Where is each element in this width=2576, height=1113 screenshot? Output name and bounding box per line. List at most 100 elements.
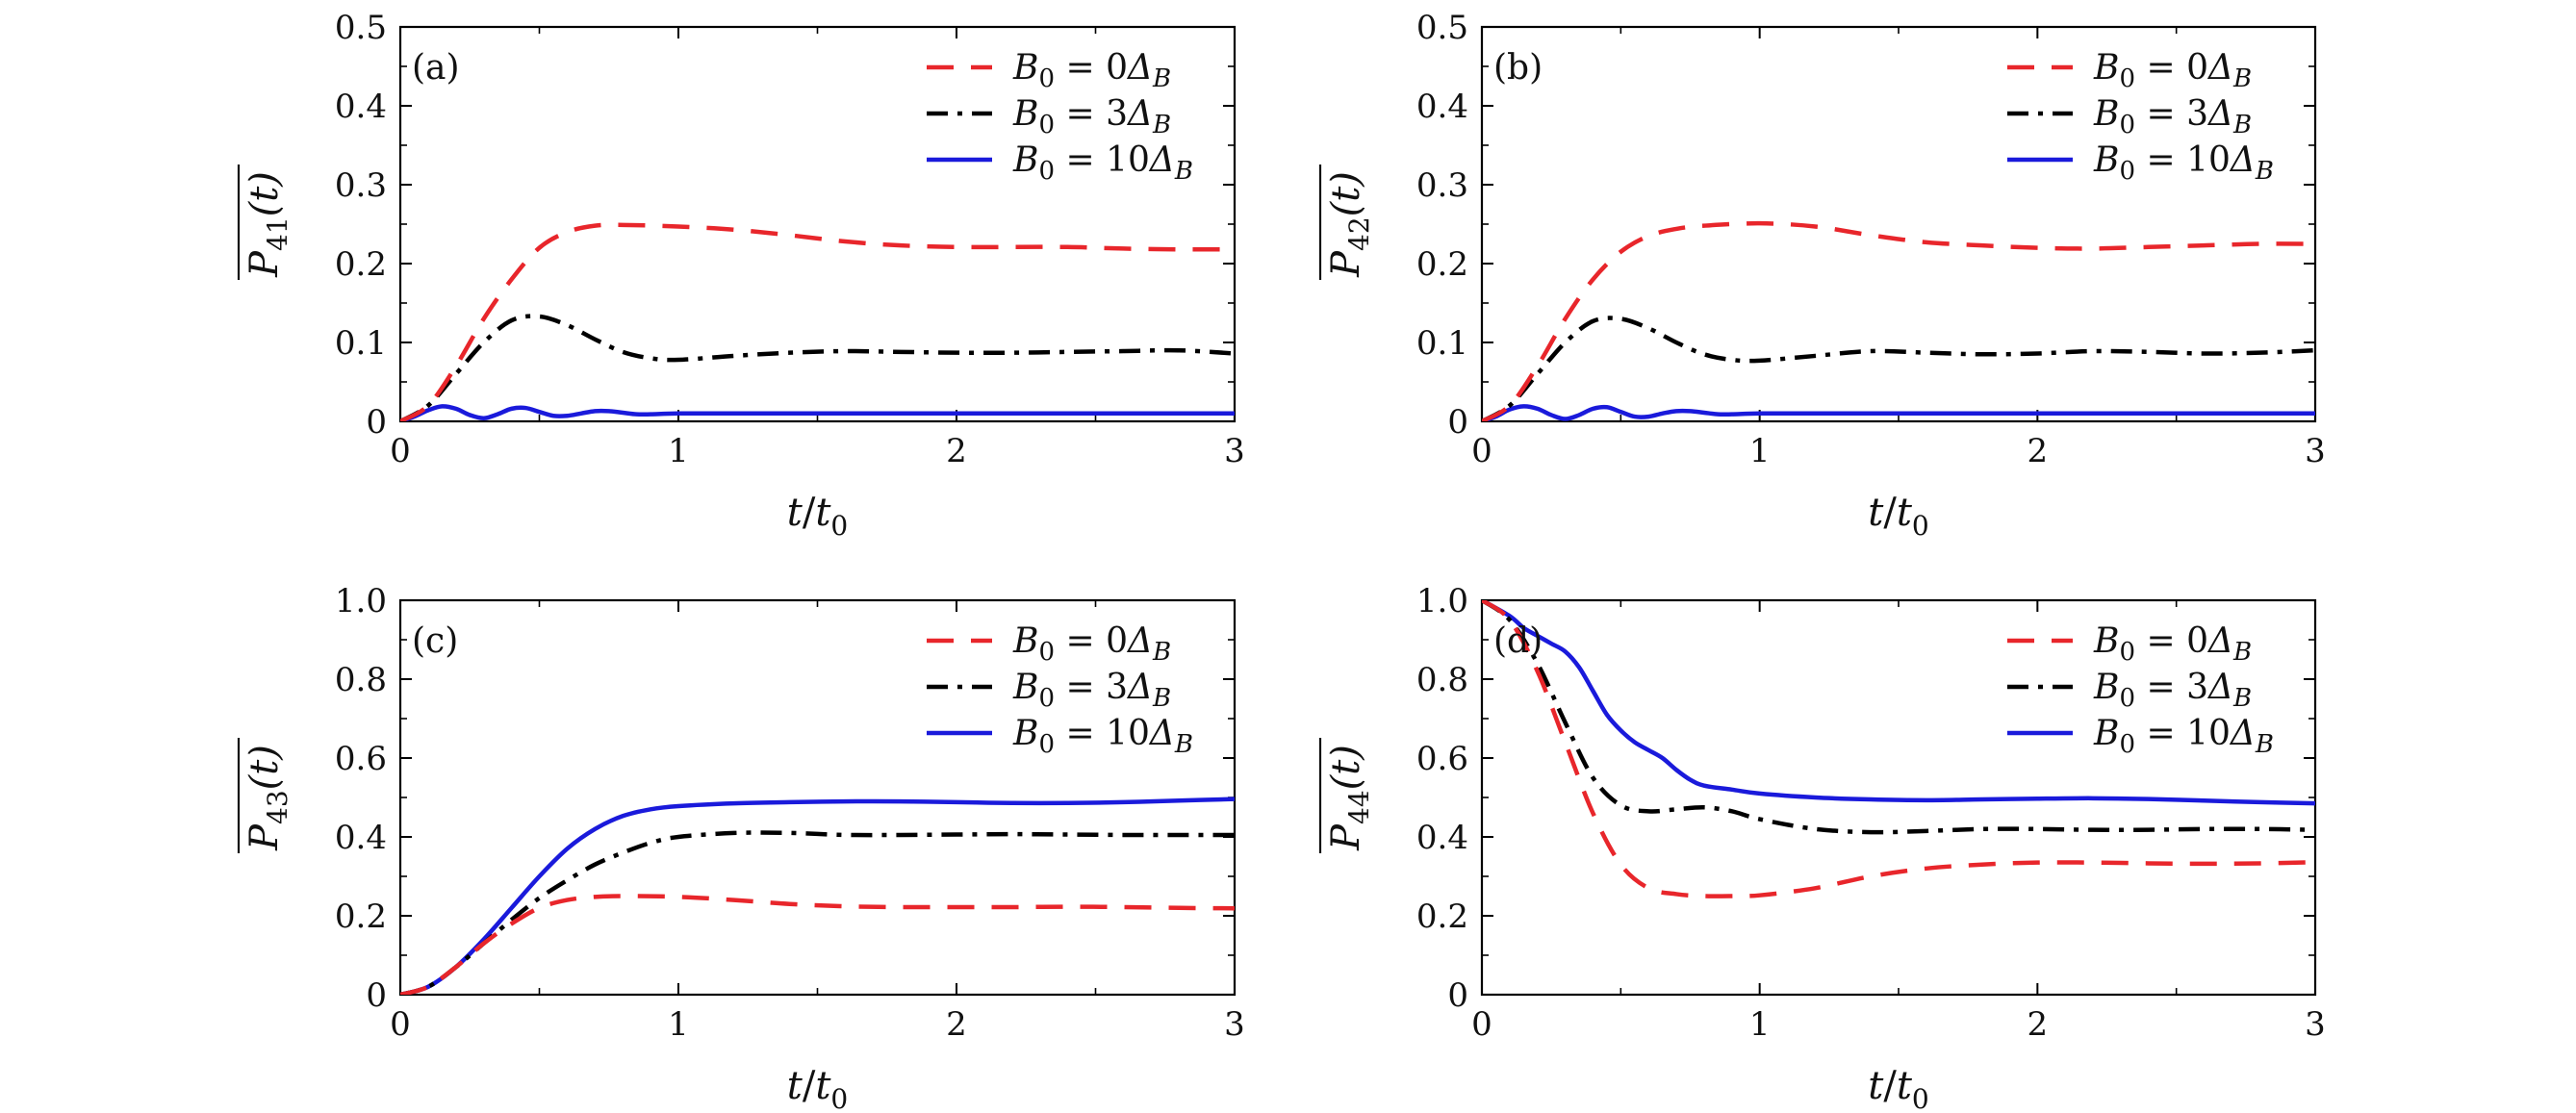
legend-b-sub: 0 bbox=[1038, 638, 1055, 667]
legend-delta-sub: B bbox=[2232, 64, 2252, 93]
legend-b: B bbox=[1012, 621, 1038, 661]
y-tick-label: 0.2 bbox=[335, 245, 387, 284]
legend-eq: = 0 bbox=[2135, 621, 2208, 661]
y-tick-label: 0.8 bbox=[335, 661, 387, 699]
x-tick-label: 3 bbox=[2305, 1005, 2326, 1044]
legend-eq: = 0 bbox=[1055, 621, 1128, 661]
legend-label: B0 = 0ΔB bbox=[1012, 621, 1171, 667]
y-label-text: P43(t) bbox=[242, 745, 293, 851]
legend-b: B bbox=[1012, 140, 1038, 180]
x-label-main2: t bbox=[1897, 491, 1913, 535]
legend-eq: = 0 bbox=[2135, 48, 2208, 88]
y-tick-label: 0.6 bbox=[1416, 740, 1468, 778]
legend-eq: = 3 bbox=[1055, 668, 1128, 707]
y-label-main: P bbox=[1324, 823, 1368, 851]
legend-delta: Δ bbox=[2229, 140, 2256, 180]
y-tick-label: 0.6 bbox=[335, 740, 387, 778]
y-axis-label: P44(t) bbox=[1318, 738, 1375, 853]
legend-b-sub: 0 bbox=[2119, 157, 2135, 186]
y-tick-label: 1.0 bbox=[335, 582, 387, 620]
legend-delta-sub: B bbox=[2232, 638, 2252, 667]
y-tick-label: 0.8 bbox=[1416, 661, 1468, 699]
y-label-text: P42(t) bbox=[1324, 171, 1375, 278]
legend-b-sub: 0 bbox=[2119, 111, 2135, 139]
y-tick-label: 0.5 bbox=[335, 9, 387, 47]
legend-label: B0 = 0ΔB bbox=[2093, 48, 2252, 93]
y-tick-label: 0.2 bbox=[1416, 898, 1468, 936]
y-tick-label: 0 bbox=[366, 403, 387, 442]
legend-delta-sub: B bbox=[1152, 64, 1171, 93]
y-tick-label: 0.1 bbox=[1416, 324, 1468, 363]
legend-b-sub: 0 bbox=[1038, 64, 1055, 93]
x-axis-label: t/t0 bbox=[1868, 491, 1928, 542]
x-label-main: t bbox=[1868, 1064, 1884, 1108]
legend-label: B0 = 3ΔB bbox=[1012, 94, 1171, 139]
legend-b: B bbox=[2093, 714, 2119, 753]
x-tick-label: 3 bbox=[2305, 432, 2326, 470]
y-axis-label: P42(t) bbox=[1318, 164, 1375, 280]
series-line-b0-10 bbox=[1482, 600, 2315, 806]
x-tick-label: 2 bbox=[2028, 1005, 2049, 1044]
legend-delta: Δ bbox=[2206, 94, 2233, 134]
legend-label: B0 = 0ΔB bbox=[2093, 621, 2252, 667]
y-label-sub: 41 bbox=[262, 216, 293, 251]
legend-delta: Δ bbox=[2206, 621, 2233, 661]
y-tick-label: 0.4 bbox=[1416, 88, 1468, 126]
series-line-b0-0 bbox=[400, 894, 1235, 995]
x-tick-label: 3 bbox=[1224, 1005, 1245, 1044]
series-line-b0-0 bbox=[400, 222, 1235, 421]
legend-label: B0 = 3ΔB bbox=[1012, 668, 1171, 713]
legend-delta: Δ bbox=[1148, 140, 1175, 180]
legend-b: B bbox=[2093, 621, 2119, 661]
legend-b: B bbox=[1012, 48, 1038, 88]
legend-b-sub: 0 bbox=[2119, 684, 2135, 713]
series-line-b0-10 bbox=[400, 797, 1235, 995]
y-tick-label: 0.2 bbox=[1416, 245, 1468, 284]
y-tick-label: 0.3 bbox=[335, 166, 387, 205]
x-label-main: t bbox=[1868, 491, 1884, 535]
y-tick-label: 0.1 bbox=[335, 324, 387, 363]
legend-eq: = 10 bbox=[1055, 714, 1150, 753]
legend-eq: = 3 bbox=[2135, 94, 2208, 134]
y-label-sub: 44 bbox=[1343, 790, 1375, 824]
legend-delta: Δ bbox=[2206, 48, 2233, 88]
x-label-sep: / bbox=[803, 491, 816, 535]
legend-label: B0 = 10ΔB bbox=[2093, 140, 2274, 186]
legend-delta: Δ bbox=[1148, 714, 1175, 753]
legend-label: B0 = 3ΔB bbox=[2093, 94, 2252, 139]
legend-label: B0 = 0ΔB bbox=[1012, 48, 1171, 93]
y-tick-label: 1.0 bbox=[1416, 582, 1468, 620]
x-tick-label: 3 bbox=[1224, 432, 1245, 470]
legend-b: B bbox=[2093, 668, 2119, 707]
x-axis-label: t/t0 bbox=[787, 1064, 848, 1113]
legend-delta-sub: B bbox=[1152, 638, 1171, 667]
legend-b: B bbox=[1012, 668, 1038, 707]
x-tick-label: 1 bbox=[1749, 1005, 1771, 1044]
y-label-main: P bbox=[242, 823, 287, 851]
legend-delta: Δ bbox=[1126, 668, 1153, 707]
legend-b: B bbox=[1012, 714, 1038, 753]
legend-b: B bbox=[2093, 94, 2119, 134]
panel-label: (a) bbox=[412, 48, 460, 88]
legend-b-sub: 0 bbox=[2119, 730, 2135, 759]
y-tick-label: 0.4 bbox=[335, 88, 387, 126]
legend-eq: = 3 bbox=[2135, 668, 2208, 707]
y-tick-label: 0.4 bbox=[1416, 819, 1468, 857]
legend-b-sub: 0 bbox=[2119, 638, 2135, 667]
x-label-sep: / bbox=[803, 1064, 816, 1108]
x-axis-label: t/t0 bbox=[787, 491, 848, 542]
y-label-arg: (t) bbox=[242, 745, 287, 790]
panel-label: (d) bbox=[1493, 621, 1543, 661]
legend-eq: = 10 bbox=[2135, 140, 2231, 180]
legend-label: B0 = 10ΔB bbox=[2093, 714, 2274, 759]
x-tick-label: 0 bbox=[390, 432, 411, 470]
y-tick-label: 0 bbox=[366, 976, 387, 1015]
y-label-arg: (t) bbox=[1324, 745, 1368, 790]
series-line-b0-0 bbox=[1482, 600, 2315, 898]
x-axis-label: t/t0 bbox=[1868, 1064, 1928, 1113]
y-label-arg: (t) bbox=[1324, 171, 1368, 216]
